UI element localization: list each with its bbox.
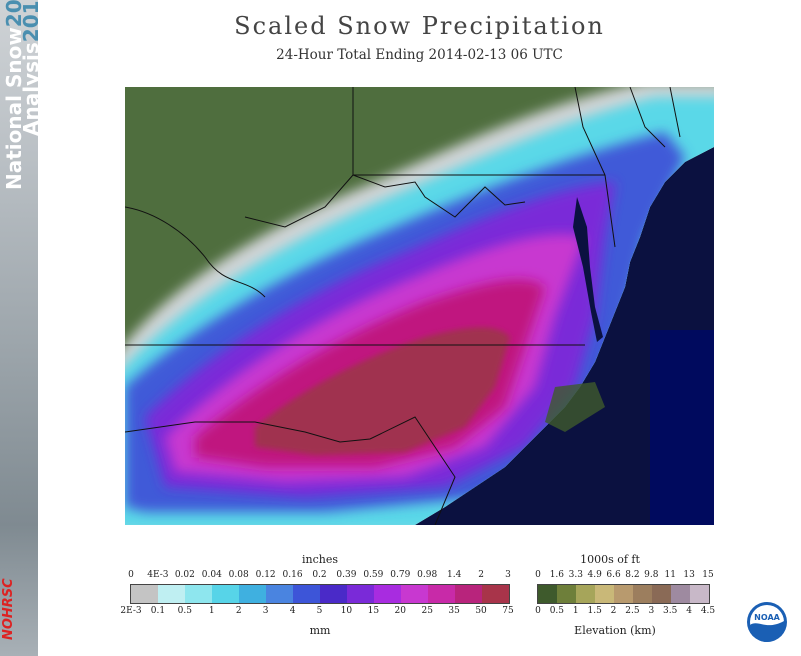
- precip-legend-top-tick: 0.04: [201, 570, 222, 580]
- precip-legend-swatch: [212, 585, 239, 603]
- noaa-logo: NOAA: [747, 602, 787, 642]
- snow-band-max: [255, 327, 510, 455]
- elevation-legend-swatch: [671, 585, 690, 603]
- precip-legend-top-tick: 0.08: [228, 570, 249, 580]
- precip-legend-top-tick: 0: [128, 570, 134, 580]
- precip-legend-top-tick: 0.59: [363, 570, 384, 580]
- elevation-legend-bottom-tick: 2: [610, 606, 617, 616]
- precip-legend-swatch: [131, 585, 158, 603]
- precip-legend-bottom-tick: 75: [502, 606, 514, 616]
- precip-legend-top-tick: 3: [505, 570, 511, 580]
- precip-legend-bottom-tick: 4: [289, 606, 296, 616]
- elevation-legend-bottom-tick: 0.5: [549, 606, 565, 616]
- nohrsc-logo: NOHRSC: [1, 578, 16, 640]
- precip-legend-top-tick: 0.2: [312, 570, 327, 580]
- precip-legend-title-top: inches: [301, 553, 338, 566]
- precip-legend-top-tick: 0.79: [390, 570, 411, 580]
- elevation-legend-top-tick: 3.3: [568, 570, 583, 580]
- elevation-legend-top-tick: 11: [664, 570, 676, 580]
- precip-legend-top-tick: 0.39: [336, 570, 357, 580]
- precip-legend-bottom-tick: 15: [367, 606, 380, 616]
- precip-legend-swatch: [347, 585, 374, 603]
- precip-legend-top-tick: 0.16: [282, 570, 303, 580]
- sidebar-banner: National Snow2013 Analysis2014 NOHRSC: [0, 0, 38, 656]
- elevation-legend-swatch: [595, 585, 614, 603]
- precip-legend-bottom-tick: 1: [208, 606, 215, 616]
- snow-precip-map: [125, 87, 714, 525]
- precip-legend-top-tick: 0.98: [417, 570, 438, 580]
- elevation-legend-bottom-tick: 3: [648, 606, 655, 616]
- precip-legend-bottom-tick: 25: [421, 606, 433, 616]
- precip-legend-top-tick: 4E-3: [147, 570, 169, 580]
- precip-legend-bottom-tick: 0.1: [150, 606, 166, 616]
- precip-legend-title-bottom: mm: [309, 624, 331, 637]
- elevation-legend-top-tick: 6.6: [606, 570, 621, 580]
- precip-legend-bottom-tick: 0.5: [177, 606, 193, 616]
- elevation-legend-bottom-tick: 1.5: [587, 606, 602, 616]
- precip-legend-swatch: [239, 585, 266, 603]
- elevation-legend-bottom-tick: 4: [686, 606, 692, 616]
- elevation-legend-top-tick: 4.9: [587, 570, 602, 580]
- precip-colorbar: [130, 584, 510, 604]
- precip-legend-top-tick: 1.4: [446, 570, 462, 580]
- elevation-legend-bottom-tick: 1: [572, 606, 579, 616]
- elevation-legend-top-tick: 0: [535, 570, 541, 580]
- precip-legend-bottom-tick: 2E-3: [120, 606, 142, 616]
- elevation-legend-title-bottom: Elevation (km): [574, 624, 656, 637]
- precip-legend-bottom-tick: 10: [340, 606, 353, 616]
- ocean-block: [650, 330, 714, 525]
- noaa-logo-text: NOAA: [754, 613, 780, 622]
- elevation-legend-swatch: [652, 585, 671, 603]
- state-borders: [125, 87, 681, 525]
- precip-legend-bottom-tick: 5: [316, 606, 323, 616]
- precip-legend-swatch: [320, 585, 347, 603]
- map-title: Scaled Snow Precipitation: [234, 12, 605, 40]
- precip-legend-swatch: [293, 585, 320, 603]
- elevation-legend-swatch: [690, 585, 709, 603]
- pamlico-sound: [545, 382, 605, 432]
- precip-legend-top-tick: 2: [478, 570, 484, 580]
- elevation-legend-swatch: [576, 585, 595, 603]
- precip-legend-bottom-tick: 35: [448, 606, 460, 616]
- precip-legend-swatch: [482, 585, 509, 603]
- elevation-legend-bottom-tick: 3.5: [663, 606, 678, 616]
- elevation-legend-swatch: [557, 585, 576, 603]
- elevation-colorbar: [537, 584, 710, 604]
- precip-legend-bottom-tick: 20: [394, 606, 407, 616]
- precip-legend-swatch: [185, 585, 212, 603]
- elevation-legend-title-top: 1000s of ft: [580, 553, 640, 566]
- precip-legend-bottom-tick: 3: [262, 606, 269, 616]
- precip-legend-swatch: [374, 585, 401, 603]
- elevation-legend-swatch: [614, 585, 633, 603]
- elevation-legend-swatch: [538, 585, 557, 603]
- precip-legend-bottom-tick: 50: [475, 606, 487, 616]
- map-subtitle: 24-Hour Total Ending 2014-02-13 06 UTC: [276, 47, 563, 63]
- precip-legend-swatch: [428, 585, 455, 603]
- elevation-legend-top-tick: 9.8: [644, 570, 659, 580]
- precip-legend-swatch: [158, 585, 185, 603]
- precip-legend-top-tick: 0.02: [174, 570, 195, 580]
- elevation-legend-top-tick: 8.2: [625, 570, 640, 580]
- elevation-legend-bottom-tick: 4.5: [700, 606, 716, 616]
- elevation-legend-swatch: [633, 585, 652, 603]
- precip-legend-swatch: [455, 585, 482, 603]
- elevation-legend-top-tick: 1.6: [549, 570, 565, 580]
- elevation-legend-bottom-tick: 2.5: [625, 606, 640, 616]
- precip-legend-swatch: [266, 585, 293, 603]
- elevation-legend-bottom-tick: 0: [535, 606, 541, 616]
- elevation-legend-top-tick: 15: [702, 570, 714, 580]
- chesapeake-bay: [573, 197, 603, 342]
- precip-legend-swatch: [401, 585, 428, 603]
- elevation-legend-top-tick: 13: [683, 570, 695, 580]
- precip-legend-bottom-tick: 2: [235, 606, 242, 616]
- precip-legend-top-tick: 0.12: [255, 570, 276, 580]
